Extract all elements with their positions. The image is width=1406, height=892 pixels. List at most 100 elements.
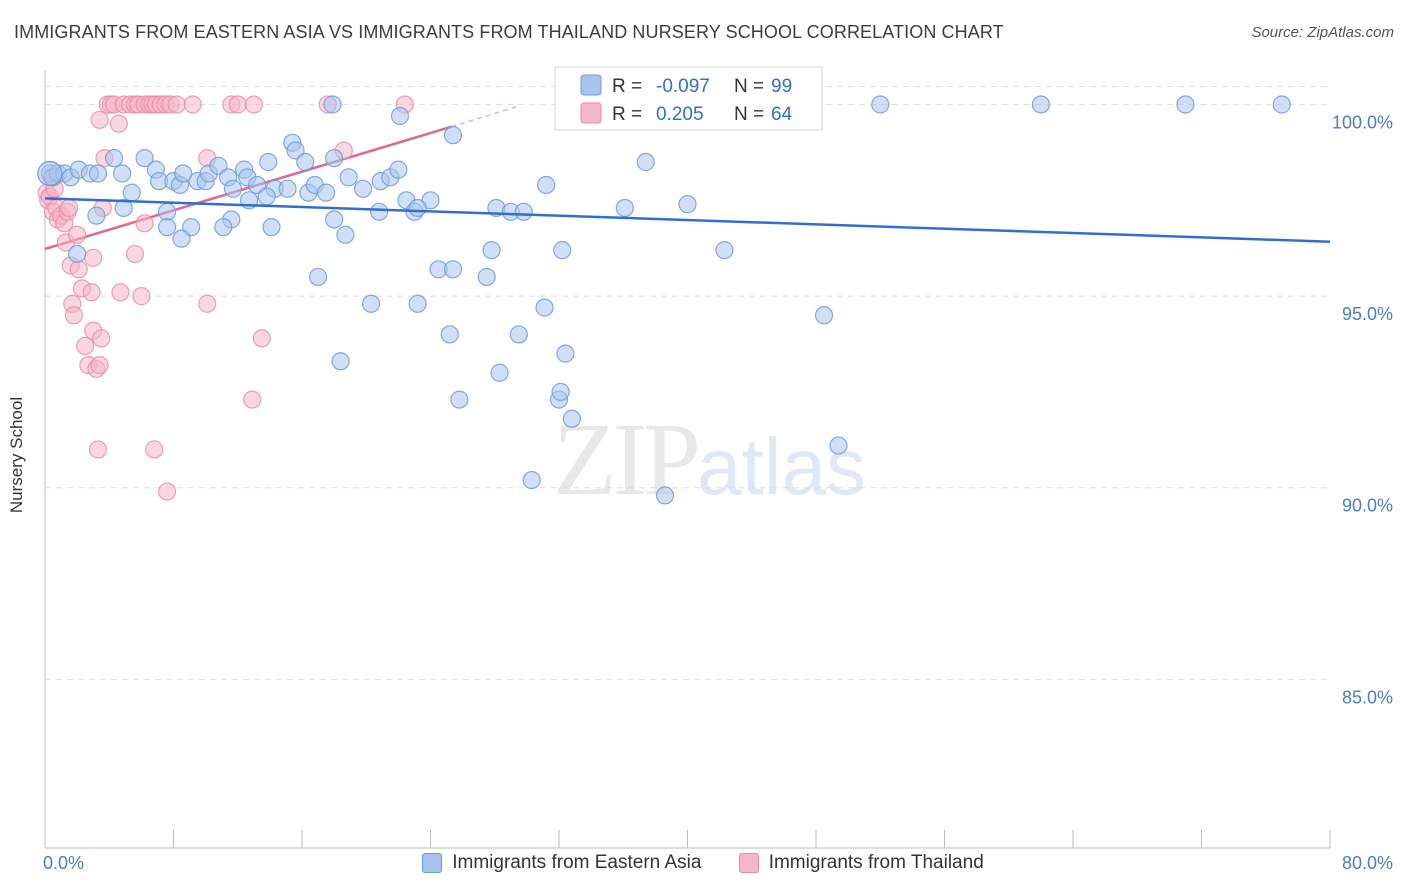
eastern-asia-point xyxy=(535,298,554,317)
legend-r-label-1: R = xyxy=(612,76,642,97)
thailand-trend-extension xyxy=(451,105,520,128)
thailand-point xyxy=(244,95,263,114)
legend-r-value-1: -0.097 xyxy=(656,76,710,97)
thailand-point xyxy=(125,244,145,264)
eastern-asia-point xyxy=(68,244,87,264)
stats-legend: R = -0.097 N = 99 R = 0.205 N = 64 xyxy=(554,66,823,131)
eastern-asia-point xyxy=(443,126,463,145)
eastern-asia-point xyxy=(1176,95,1195,114)
eastern-asia-point xyxy=(157,202,177,221)
eastern-asia-point xyxy=(214,218,233,237)
thailand-point xyxy=(64,306,84,325)
eastern-asia-point xyxy=(325,210,344,229)
thailand-point xyxy=(167,95,186,114)
eastern-asia-point xyxy=(87,206,106,225)
thailand-point xyxy=(88,440,108,459)
eastern-asia-point xyxy=(339,168,358,187)
eastern-asia-point-large xyxy=(37,160,63,187)
eastern-asia-point xyxy=(482,241,501,260)
eastern-asia-point xyxy=(636,152,655,172)
thailand-point xyxy=(90,110,109,129)
x-tick-label-min: 0.0% xyxy=(43,853,84,873)
bottom-legend-label-eastern-asia: Immigrants from Eastern Asia xyxy=(452,852,702,873)
eastern-asia-point xyxy=(325,149,344,168)
eastern-asia-point xyxy=(135,149,154,168)
eastern-asia-point xyxy=(389,160,408,179)
eastern-asia-point xyxy=(562,409,581,428)
y-tick-label-100: 100.0% xyxy=(1332,112,1393,132)
eastern-asia-point xyxy=(871,95,890,114)
eastern-asia-point xyxy=(556,344,575,363)
eastern-asia-point xyxy=(361,294,381,313)
legend-swatch-eastern-asia xyxy=(580,74,602,96)
legend-r-value-2: 0.205 xyxy=(656,104,704,125)
thailand-point xyxy=(68,225,87,244)
eastern-asia-point xyxy=(450,390,469,409)
eastern-asia-point xyxy=(308,267,328,287)
bottom-legend-item-eastern-asia: Immigrants from Eastern Asia xyxy=(422,852,701,874)
bottom-legend-swatch-thailand xyxy=(738,853,759,873)
thailand-point xyxy=(183,95,202,114)
eastern-asia-point xyxy=(1031,95,1050,114)
eastern-asia-point xyxy=(336,225,355,244)
eastern-asia-point xyxy=(172,229,191,248)
eastern-asia-point xyxy=(390,106,410,126)
thailand-point xyxy=(59,198,79,218)
y-tick-labels: 85.0% 90.0% 95.0% 100.0% xyxy=(1332,112,1393,707)
eastern-asia-point xyxy=(353,179,373,198)
thailand-point xyxy=(198,294,217,313)
eastern-asia-point xyxy=(296,152,315,172)
y-tick-label-90: 90.0% xyxy=(1342,496,1393,516)
legend-n-value-2: 64 xyxy=(771,104,793,125)
eastern-asia-point xyxy=(655,486,675,505)
thailand-point xyxy=(109,114,128,133)
eastern-asia-point xyxy=(477,267,496,287)
eastern-asia-point xyxy=(112,164,132,183)
eastern-asia-point xyxy=(259,152,278,172)
eastern-asia-point xyxy=(223,179,243,198)
eastern-asia-point xyxy=(316,183,336,202)
thailand-point xyxy=(92,329,111,348)
eastern-asia-point xyxy=(174,164,193,183)
eastern-asia-point xyxy=(509,325,528,344)
eastern-asia-point xyxy=(615,198,634,218)
legend-n-value-1: 99 xyxy=(771,76,792,97)
thailand-point xyxy=(145,440,164,459)
bottom-legend-swatch-eastern-asia xyxy=(422,853,443,873)
eastern-asia-point xyxy=(122,183,141,202)
thailand-trend-line xyxy=(44,125,452,251)
thailand-point xyxy=(76,336,95,356)
legend-n-label-1: N = xyxy=(734,76,764,97)
eastern-asia-point xyxy=(553,241,572,260)
eastern-asia-point xyxy=(88,164,108,183)
eastern-asia-point xyxy=(678,195,697,214)
eastern-asia-point xyxy=(278,179,297,198)
eastern-asia-point xyxy=(1272,95,1291,114)
legend-r-label-2: R = xyxy=(612,104,642,125)
eastern-asia-point xyxy=(443,260,463,279)
thailand-point xyxy=(132,287,151,306)
x-tick-label-max: 80.0% xyxy=(1342,853,1393,873)
thailand-point xyxy=(243,390,262,409)
eastern-asia-point xyxy=(551,382,570,402)
legend-n-label-2: N = xyxy=(734,104,764,125)
thailand-points xyxy=(37,95,414,501)
eastern-asia-point xyxy=(370,202,389,221)
thailand-point xyxy=(135,214,154,233)
eastern-asia-point xyxy=(257,187,276,206)
eastern-asia-point xyxy=(814,306,834,325)
eastern-asia-point xyxy=(715,241,734,260)
eastern-asia-point xyxy=(408,294,427,313)
y-tick-label-95: 95.0% xyxy=(1342,304,1393,324)
thailand-point xyxy=(252,329,271,348)
bottom-legend: Immigrants from Eastern Asia Immigrants … xyxy=(0,852,1406,879)
thailand-point xyxy=(82,283,101,302)
bottom-legend-label-thailand: Immigrants from Thailand xyxy=(768,852,984,873)
thailand-point xyxy=(90,356,109,375)
chart-title: IMMIGRANTS FROM EASTERN ASIA VS IMMIGRAN… xyxy=(14,22,1004,42)
thailand-trend-group xyxy=(44,105,520,251)
thailand-point xyxy=(228,95,247,114)
thailand-point xyxy=(157,482,177,501)
y-tick-label-85: 85.0% xyxy=(1342,687,1393,707)
